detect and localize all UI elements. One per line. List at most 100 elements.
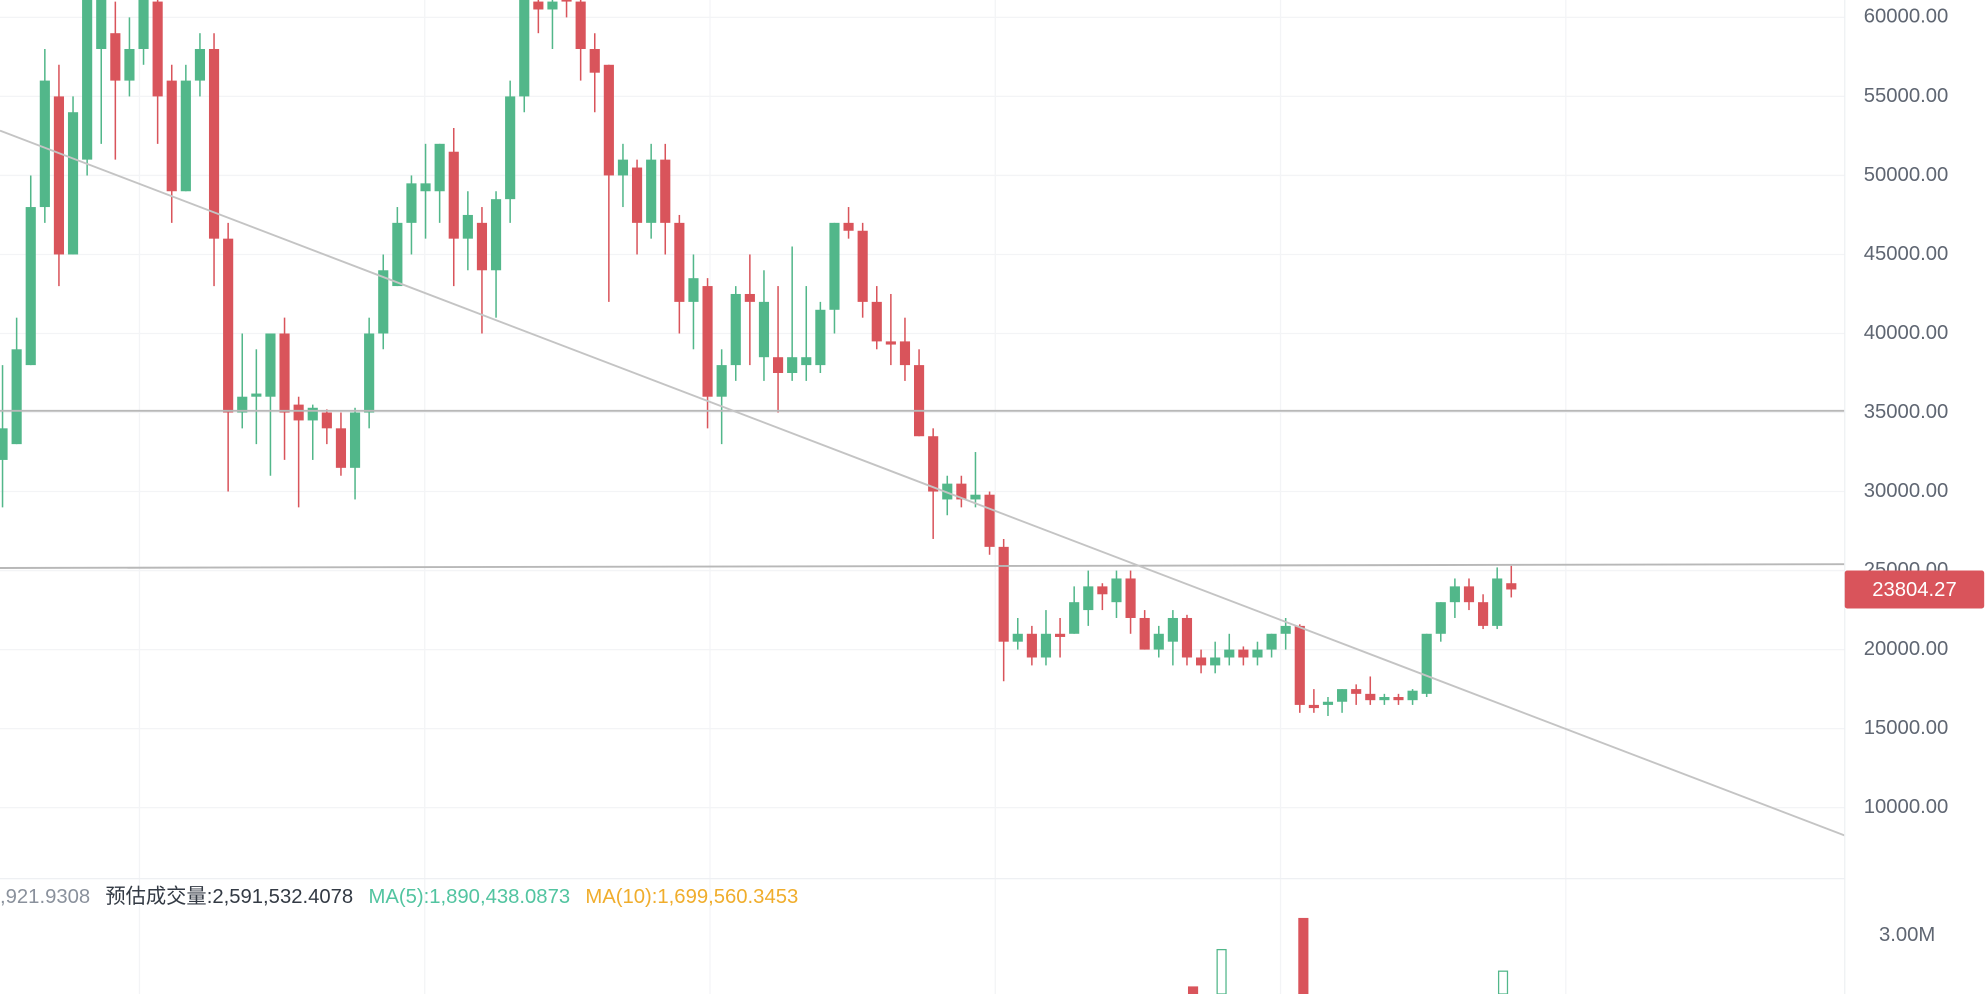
candle-body — [928, 436, 939, 492]
candle-body — [448, 151, 459, 239]
candle-body — [420, 183, 431, 192]
candle-body — [406, 183, 417, 223]
candle-body — [956, 483, 967, 500]
candle-body — [166, 80, 177, 192]
candle-body — [1125, 578, 1136, 618]
candle-body — [744, 293, 755, 302]
volume-bar — [1216, 948, 1227, 995]
candle-body — [843, 222, 854, 231]
candle-body — [603, 64, 614, 176]
candle-body — [1351, 689, 1362, 694]
volume-axis-label: 3.00M — [1879, 924, 1935, 946]
candle-body — [82, 0, 93, 160]
candles — [0, 0, 1517, 716]
candle-body — [899, 341, 911, 366]
y-tick-label: 60000.00 — [1864, 6, 1949, 28]
candle-body — [349, 412, 361, 468]
indicator-text: MA(5):1,890,438.0873 — [368, 886, 570, 908]
volume-bar — [1187, 986, 1199, 994]
candle-body — [1054, 633, 1066, 637]
candle-body — [0, 428, 8, 460]
candle-body — [265, 333, 276, 397]
candle-body — [984, 494, 995, 547]
y-tick-label: 15000.00 — [1864, 717, 1949, 739]
candle-body — [829, 222, 840, 310]
candle-body — [561, 0, 572, 2]
candle-body — [942, 483, 953, 500]
candle-body — [476, 222, 488, 271]
drawings — [0, 129, 1846, 837]
candle-body — [1322, 701, 1334, 705]
y-tick-label: 10000.00 — [1864, 796, 1949, 818]
candle-body — [223, 238, 234, 413]
candle-body — [857, 230, 868, 302]
candle-body — [716, 365, 727, 397]
volume-bars — [1187, 917, 1509, 995]
candle-body — [364, 333, 375, 413]
candle-body — [575, 1, 586, 49]
candle-body — [885, 341, 896, 345]
candle-body — [110, 33, 121, 81]
candle-body — [702, 286, 713, 397]
horizontal-line — [0, 563, 1845, 569]
candle-body — [1167, 617, 1178, 642]
volume-bar — [1497, 970, 1509, 995]
candle-body — [1478, 602, 1489, 626]
candle-body — [194, 48, 206, 81]
candle-body — [631, 167, 643, 223]
candle-body — [96, 0, 107, 49]
candle-body — [617, 159, 629, 176]
candle-body — [1181, 617, 1193, 658]
candle-body — [505, 96, 516, 200]
candle-body — [378, 270, 389, 334]
candle-body — [772, 357, 784, 374]
candle-body — [1308, 704, 1319, 709]
candle-body — [1238, 649, 1249, 658]
y-tick-label: 35000.00 — [1864, 401, 1949, 423]
indicator-row: ,921.9308 预估成交量:2,591,532.4078 MA(5):1,890… — [0, 885, 798, 908]
candle-body — [1153, 633, 1164, 650]
candle-body — [490, 199, 502, 271]
candle-body — [39, 80, 50, 208]
volume-bar — [1298, 917, 1309, 994]
candle-body — [1435, 602, 1446, 634]
candle-body — [67, 112, 79, 255]
candle-body — [519, 0, 530, 97]
candle-body — [1337, 689, 1348, 702]
candle-body — [1097, 586, 1108, 595]
y-tick-label: 40000.00 — [1864, 322, 1949, 344]
candle-body — [758, 301, 770, 358]
last-price-box — [1844, 570, 1985, 609]
candle-body — [730, 293, 741, 366]
candle-body — [1196, 657, 1207, 666]
candle-body — [335, 428, 347, 468]
candle-body — [1294, 625, 1305, 705]
candle-body — [1210, 657, 1221, 666]
candle-body — [138, 0, 149, 49]
candle-body — [801, 357, 812, 366]
candle-body — [646, 159, 657, 223]
candle-body — [1492, 578, 1503, 626]
trend-line — [0, 129, 1846, 837]
candle-body — [871, 301, 882, 342]
candle-body — [1139, 617, 1150, 650]
candle-body — [1012, 633, 1023, 642]
y-tick-label: 30000.00 — [1864, 480, 1949, 502]
y-tick-label: 50000.00 — [1864, 164, 1949, 186]
candle-body — [998, 546, 1009, 642]
candle-body — [462, 214, 473, 239]
indicator-text: 预估成交量:2,591,532.4078 — [105, 885, 353, 908]
candle-body — [674, 222, 685, 302]
candle-body — [1252, 649, 1263, 658]
candle-body — [1365, 693, 1376, 701]
candle-body — [815, 309, 826, 366]
y-tick-label: 20000.00 — [1864, 638, 1949, 660]
candle-body — [152, 1, 163, 97]
y-tick-label: 55000.00 — [1864, 85, 1949, 107]
candle-body — [293, 404, 304, 421]
candle-body — [1266, 633, 1277, 650]
candle-body — [1083, 586, 1094, 611]
candle-body — [970, 494, 981, 500]
candle-body — [787, 357, 798, 374]
